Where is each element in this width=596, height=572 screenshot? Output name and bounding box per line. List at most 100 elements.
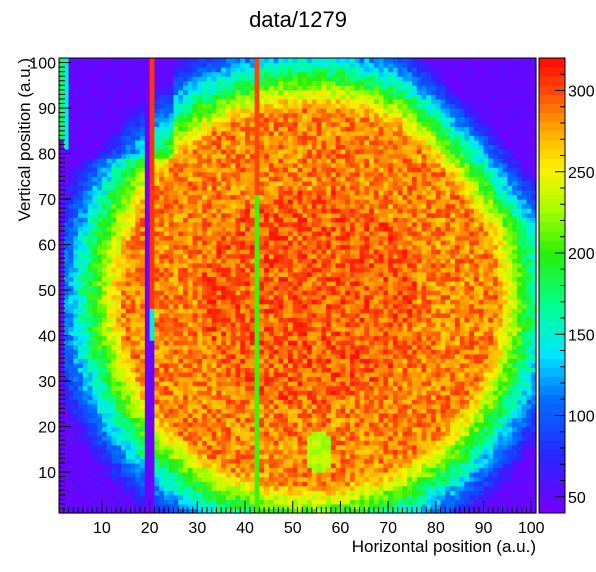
heatmap-cell: [73, 62, 79, 68]
heatmap-cell: [63, 149, 70, 155]
heatmap-cell: [173, 280, 179, 287]
heatmap-cell: [106, 431, 113, 437]
heatmap-cell: [121, 403, 127, 409]
heatmap-cell: [206, 362, 213, 368]
heatmap-cell: [121, 262, 127, 268]
heatmap-cell: [130, 399, 136, 405]
heatmap-cell: [159, 399, 165, 405]
heatmap-cell: [101, 426, 108, 432]
heatmap-cell: [68, 376, 74, 382]
heatmap-cell: [135, 503, 141, 510]
heatmap-cell: [235, 367, 241, 373]
heatmap-cell: [259, 212, 265, 218]
heatmap-cell: [249, 199, 256, 205]
heatmap-cell: [211, 240, 218, 246]
heatmap-cell: [125, 326, 132, 332]
heatmap-cell: [197, 399, 203, 405]
heatmap-cell: [178, 112, 184, 118]
heatmap-cell: [173, 144, 179, 150]
heatmap-cell: [130, 80, 136, 86]
heatmap-cell: [259, 449, 265, 455]
heatmap-cell: [116, 167, 122, 173]
heatmap-cell: [249, 94, 256, 100]
heatmap-cell: [249, 453, 256, 459]
heatmap-cell: [163, 149, 170, 155]
heatmap-cell: [163, 244, 170, 250]
heatmap-cell: [140, 240, 146, 246]
heatmap-cell: [144, 153, 151, 159]
heatmap-cell: [259, 217, 265, 223]
heatmap-cell: [78, 481, 84, 487]
heatmap-cell: [168, 203, 175, 209]
heatmap-cell: [240, 290, 246, 296]
heatmap-cell: [192, 358, 198, 364]
heatmap-cell: [106, 76, 113, 82]
heatmap-cell: [254, 208, 260, 214]
heatmap-cell: [216, 326, 222, 332]
heatmap-cell: [101, 144, 108, 150]
heatmap-cell: [121, 362, 127, 368]
heatmap-cell: [283, 158, 289, 164]
heatmap-cell: [178, 235, 184, 241]
heatmap-cell: [106, 62, 113, 68]
heatmap-cell: [125, 490, 132, 496]
heatmap-cell: [87, 171, 93, 177]
heatmap-cell: [254, 203, 260, 209]
heatmap-cell: [168, 435, 175, 441]
heatmap-cell: [192, 98, 198, 105]
heatmap-cell: [211, 321, 218, 328]
heatmap-cell: [116, 80, 122, 86]
heatmap-cell: [59, 290, 65, 296]
heatmap-cell: [125, 276, 132, 282]
heatmap-cell: [254, 362, 260, 368]
heatmap-cell: [187, 258, 194, 264]
heatmap-cell: [292, 235, 299, 241]
heatmap-cell: [82, 162, 89, 168]
heatmap-cell: [144, 308, 151, 314]
heatmap-cell: [168, 194, 175, 200]
heatmap-cell: [287, 212, 294, 218]
heatmap-cell: [287, 390, 294, 396]
heatmap-cell: [68, 312, 74, 318]
heatmap-cell: [249, 98, 256, 105]
heatmap-cell: [78, 299, 84, 305]
heatmap-cell: [78, 426, 84, 432]
heatmap-cell: [221, 221, 227, 227]
heatmap-cell: [101, 253, 108, 259]
heatmap-cell: [73, 121, 79, 127]
heatmap-cell: [245, 249, 251, 255]
heatmap-cell: [92, 249, 98, 255]
heatmap-cell: [63, 462, 70, 469]
heatmap-cell: [135, 340, 141, 346]
heatmap-cell: [149, 253, 155, 259]
heatmap-cell: [249, 126, 256, 132]
heatmap-cell: [249, 194, 256, 200]
heatmap-cell: [197, 476, 203, 482]
heatmap-cell: [163, 290, 170, 296]
heatmap-cell: [202, 167, 208, 173]
heatmap-cell: [111, 67, 117, 73]
heatmap-cell: [254, 158, 260, 164]
heatmap-cell: [87, 472, 93, 478]
heatmap-cell: [183, 294, 189, 300]
heatmap-cell: [168, 349, 175, 355]
heatmap-cell: [140, 253, 146, 259]
heatmap-cell: [173, 126, 179, 132]
heatmap-cell: [249, 62, 256, 68]
heatmap-cell: [140, 335, 146, 341]
heatmap-cell: [125, 185, 132, 191]
heatmap-cell: [87, 453, 93, 459]
heatmap-cell: [206, 194, 213, 200]
heatmap-cell: [206, 167, 213, 173]
heatmap-cell: [63, 258, 70, 264]
heatmap-cell: [287, 80, 294, 86]
heatmap-cell: [278, 467, 284, 473]
heatmap-cell: [178, 331, 184, 337]
heatmap-cell: [140, 230, 146, 237]
heatmap-cell: [63, 199, 70, 205]
heatmap-cell: [68, 276, 74, 282]
heatmap-cell: [125, 162, 132, 168]
heatmap-cell: [287, 180, 294, 186]
heatmap-cell: [149, 280, 155, 287]
heatmap-cell: [254, 253, 260, 259]
